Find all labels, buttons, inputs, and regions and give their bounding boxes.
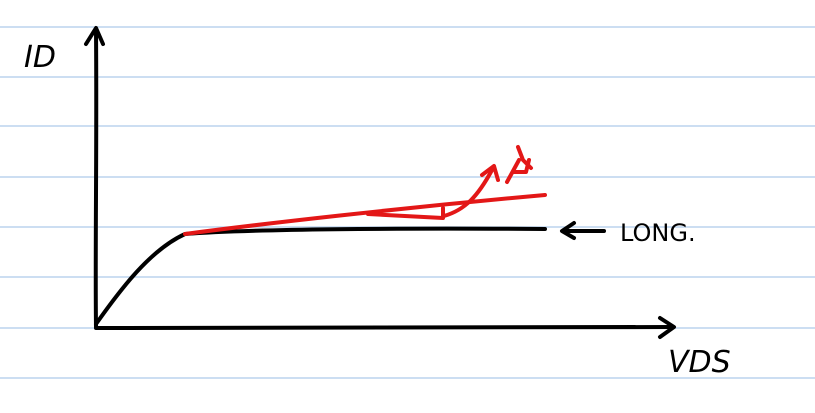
short-channel-sketch: [183, 145, 547, 236]
lambda-symbol: [505, 145, 533, 184]
long-curve-label: LONG.: [620, 219, 696, 247]
y-axis: [93, 28, 99, 329]
ruled-lines: [0, 26, 815, 379]
pointer-arrow-head: [560, 221, 576, 240]
slope-arrow: [442, 168, 494, 218]
x-axis-arrowhead: [658, 316, 676, 339]
x-axis: [94, 325, 674, 331]
slope-triangle: [366, 206, 445, 220]
x-axis-label: VDS: [668, 345, 731, 380]
short-channel-curve: [183, 193, 547, 236]
slope-arrowhead: [480, 164, 500, 182]
y-axis-label: ID: [24, 40, 56, 75]
y-axis-arrowhead: [84, 26, 105, 46]
long-channel-curve: [94, 226, 547, 326]
pointer-arrow: [560, 221, 606, 240]
